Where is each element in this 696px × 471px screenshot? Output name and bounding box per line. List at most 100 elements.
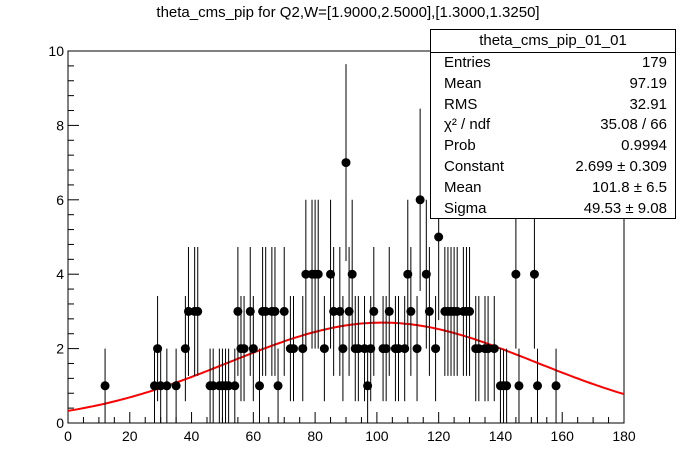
data-point	[403, 269, 413, 279]
stats-value: 101.8 ± 6.5	[592, 178, 667, 196]
stats-value: 35.08 / 66	[600, 116, 667, 134]
data-point	[452, 306, 462, 316]
data-point	[360, 344, 370, 354]
y-tick-label: 4	[56, 266, 64, 282]
stats-row: χ² / ndf 35.08 / 66	[431, 115, 675, 136]
stats-value: 179	[641, 54, 667, 71]
data-point	[474, 344, 484, 354]
data-point	[421, 269, 431, 279]
data-point	[149, 381, 159, 391]
data-point	[412, 344, 422, 354]
y-tick-label: 0	[56, 415, 64, 431]
y-tick-label: 6	[56, 192, 64, 208]
data-point	[329, 306, 339, 316]
data-point	[273, 381, 283, 391]
data-point	[502, 381, 512, 391]
stats-value: 2.699 ± 0.309	[575, 157, 667, 175]
data-point	[353, 344, 363, 354]
stats-label: Entries	[444, 54, 491, 71]
data-point	[551, 381, 561, 391]
data-point	[230, 381, 240, 391]
data-point	[431, 344, 441, 354]
data-point	[261, 306, 271, 316]
x-tick-label: 100	[365, 428, 389, 444]
stats-row: Entries 179	[431, 53, 675, 74]
data-point	[483, 344, 493, 354]
stats-row: Constant 2.699 ± 0.309	[431, 157, 675, 178]
data-point	[239, 344, 249, 354]
y-tick-label: 8	[56, 117, 64, 133]
stats-value: 49.53 ± 9.08	[583, 199, 667, 217]
stats-row: Prob 0.9994	[431, 136, 675, 157]
data-point	[335, 306, 345, 316]
data-point	[298, 344, 308, 354]
data-point	[245, 306, 255, 316]
data-point	[366, 344, 376, 354]
data-point	[338, 344, 348, 354]
x-tick-label: 60	[246, 428, 262, 444]
data-point	[369, 306, 379, 316]
stats-value: 32.91	[629, 95, 667, 113]
chart-title: theta_cms_pip for Q2,W=[1.9000,2.5000],[…	[156, 4, 540, 21]
data-point	[533, 381, 543, 391]
stats-label: Sigma	[444, 199, 487, 217]
data-point	[434, 232, 444, 242]
stats-value: 97.19	[629, 74, 667, 92]
stats-box: theta_cms_pip_01_01 Entries 179 Mean 97.19 R…	[430, 29, 676, 219]
y-tick-label: 10	[48, 43, 64, 59]
data-point	[193, 306, 203, 316]
data-point	[394, 344, 404, 354]
x-tick-label: 180	[612, 428, 636, 444]
x-tick-label: 80	[307, 428, 323, 444]
data-point	[529, 269, 539, 279]
data-point	[248, 344, 258, 354]
stats-row: Mean 97.19	[431, 74, 675, 95]
data-point	[301, 269, 311, 279]
x-tick-label: 160	[551, 428, 575, 444]
stats-row: Sigma 49.53 ± 9.08	[431, 199, 675, 220]
x-tick-label: 140	[489, 428, 513, 444]
stats-label: Mean	[444, 178, 482, 196]
data-point	[344, 306, 354, 316]
data-point	[183, 306, 193, 316]
data-point	[180, 344, 190, 354]
data-point	[424, 306, 434, 316]
stats-label: χ² / ndf	[444, 116, 491, 134]
data-point	[406, 306, 416, 316]
stats-box-title: theta_cms_pip_01_01	[431, 30, 675, 53]
data-point	[162, 381, 172, 391]
data-point	[153, 344, 163, 354]
data-point	[381, 344, 391, 354]
data-point	[270, 306, 280, 316]
stats-row: Mean 101.8 ± 6.5	[431, 178, 675, 199]
data-point	[100, 381, 110, 391]
data-point	[363, 381, 373, 391]
data-point	[465, 306, 475, 316]
data-point	[400, 344, 410, 354]
data-point	[319, 344, 329, 354]
data-point	[156, 381, 166, 391]
data-point	[288, 344, 298, 354]
data-point	[171, 381, 181, 391]
data-point	[233, 306, 243, 316]
data-point	[514, 381, 524, 391]
data-point	[326, 269, 336, 279]
data-point	[313, 269, 323, 279]
data-point	[224, 381, 234, 391]
x-tick-label: 0	[64, 428, 72, 444]
x-tick-label: 40	[184, 428, 200, 444]
data-point	[384, 306, 394, 316]
data-point	[341, 158, 351, 168]
data-point	[208, 381, 218, 391]
data-point	[489, 344, 499, 354]
data-point	[415, 195, 425, 205]
stats-label: Constant	[444, 157, 505, 175]
data-point	[347, 269, 357, 279]
stats-value: 0.9994	[621, 137, 667, 155]
x-tick-label: 20	[122, 428, 138, 444]
stats-row: RMS 32.91	[431, 95, 675, 116]
data-point	[255, 381, 265, 391]
stats-label: Mean	[444, 74, 482, 92]
data-point	[511, 269, 521, 279]
